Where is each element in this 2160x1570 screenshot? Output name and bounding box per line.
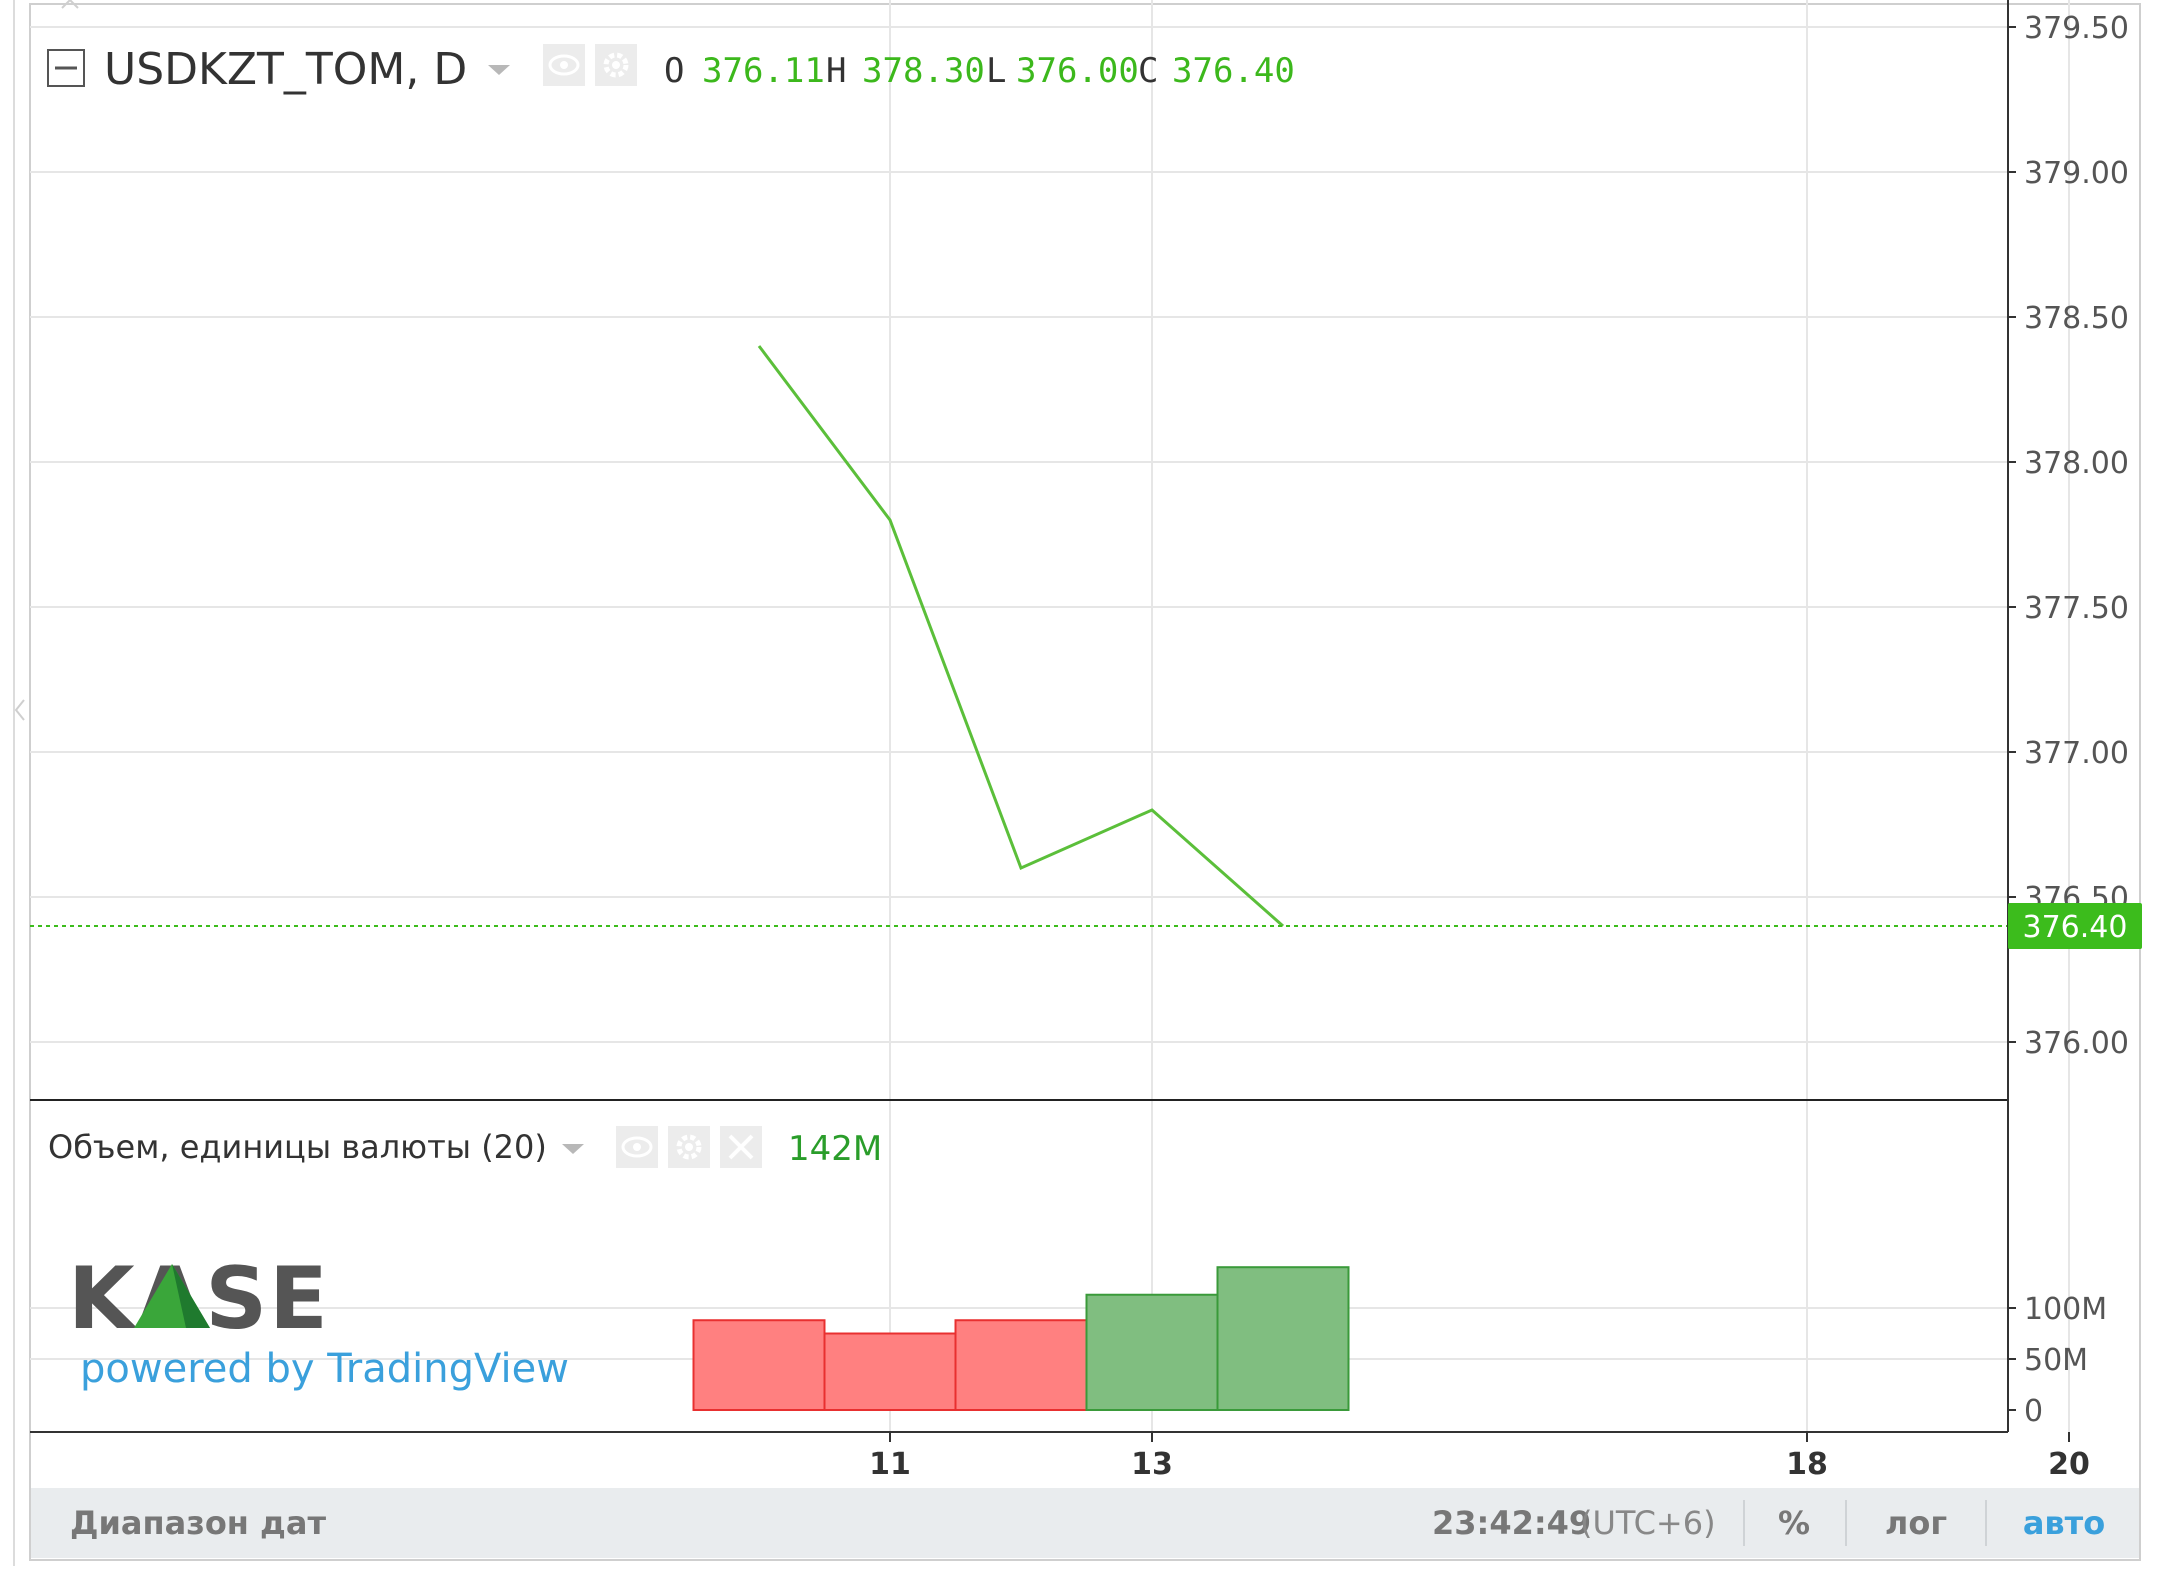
volume-bar [1085,1293,1219,1411]
price-series-line [757,345,1284,928]
main-legend: USDKZT_TOM, D O 376.11 H 378.30 L 376.00… [47,44,1295,95]
price-pane-grid [30,26,2008,1043]
powered-by-tradingview[interactable]: powered by TradingView [80,1346,569,1392]
time-tick-label: 13 [1131,1447,1173,1482]
open-label: O [664,51,684,91]
volume-title[interactable]: Объем, единицы валюты (20) [48,1128,547,1166]
volume-bar [954,1319,1088,1411]
price-tick-label: 378.00 [2024,446,2129,481]
kase-watermark[interactable]: KASE powered by TradingView [68,1249,569,1392]
volume-axis[interactable]: 100M 50M 0 [2008,1292,2107,1429]
volume-eye-icon[interactable] [616,1126,658,1168]
volume-gear-icon[interactable] [668,1126,710,1168]
price-axis[interactable]: 379.50 379.00 378.50 378.00 377.50 377.00 376.… [2008,11,2129,1061]
last-price-badge: 376.40 [2008,903,2142,949]
date-range-button[interactable]: Диапазон дат [70,1504,326,1542]
volume-legend: Объем, единицы валюты (20) 142M [48,1126,882,1169]
log-toggle[interactable]: лог [1885,1504,1947,1542]
svg-text:O 376.11 H 3: O 376.11 H 378.30 L 376.00 C 376.40 [664,51,1295,91]
volume-tick-label: 0 [2024,1394,2043,1429]
volume-tick-label: 50M [2024,1343,2088,1378]
time-axis[interactable]: 11 13 18 20 [869,1432,2090,1482]
volume-bar [1216,1266,1350,1411]
high-value: 378.30 [862,51,985,91]
time-tick-label: 20 [2048,1447,2090,1482]
last-price-label: 376.40 [2023,910,2128,945]
open-value: 376.11 [702,51,825,91]
time-tick-label: 18 [1786,1447,1828,1482]
gear-icon[interactable] [595,44,637,86]
low-label: L [986,51,1006,91]
symbol-title[interactable]: USDKZT_TOM, D [104,44,467,95]
price-tick-label: 378.50 [2024,301,2129,336]
auto-toggle[interactable]: авто [2023,1504,2105,1542]
price-tick-label: 379.50 [2024,11,2129,46]
eye-icon[interactable] [543,44,585,86]
top-scroll-arrow-icon[interactable] [61,0,79,9]
close-value: 376.40 [1172,51,1295,91]
volume-bars [692,1266,1350,1411]
close-label: C [1138,51,1158,91]
price-tick-label: 379.00 [2024,156,2129,191]
bottom-toolbar: Диапазон дат 23:42:49 (UTC+6) % лог авто [31,1488,2139,1558]
chevron-down-icon[interactable] [488,65,510,75]
percent-toggle[interactable]: % [1778,1504,1810,1542]
low-value: 376.00 [1016,51,1139,91]
volume-tick-label: 100M [2024,1292,2107,1327]
vertical-grid [889,0,2070,1432]
volume-bar [692,1319,826,1411]
time-tick-label: 11 [869,1447,911,1482]
high-label: H [826,51,846,91]
price-tick-label: 376.00 [2024,1026,2129,1061]
volume-value: 142M [788,1129,882,1169]
kase-logo-text: KASE [68,1249,330,1349]
widget-border [29,3,2141,1561]
volume-close-icon[interactable] [720,1126,762,1168]
volume-chevron-down-icon[interactable] [562,1144,584,1154]
volume-bar [823,1332,957,1411]
timezone-label[interactable]: (UTC+6) [1580,1504,1716,1542]
price-tick-label: 377.50 [2024,591,2129,626]
clock-time: 23:42:49 [1432,1504,1591,1542]
left-scroll-arrow-icon[interactable] [14,699,25,721]
price-tick-label: 377.00 [2024,736,2129,771]
